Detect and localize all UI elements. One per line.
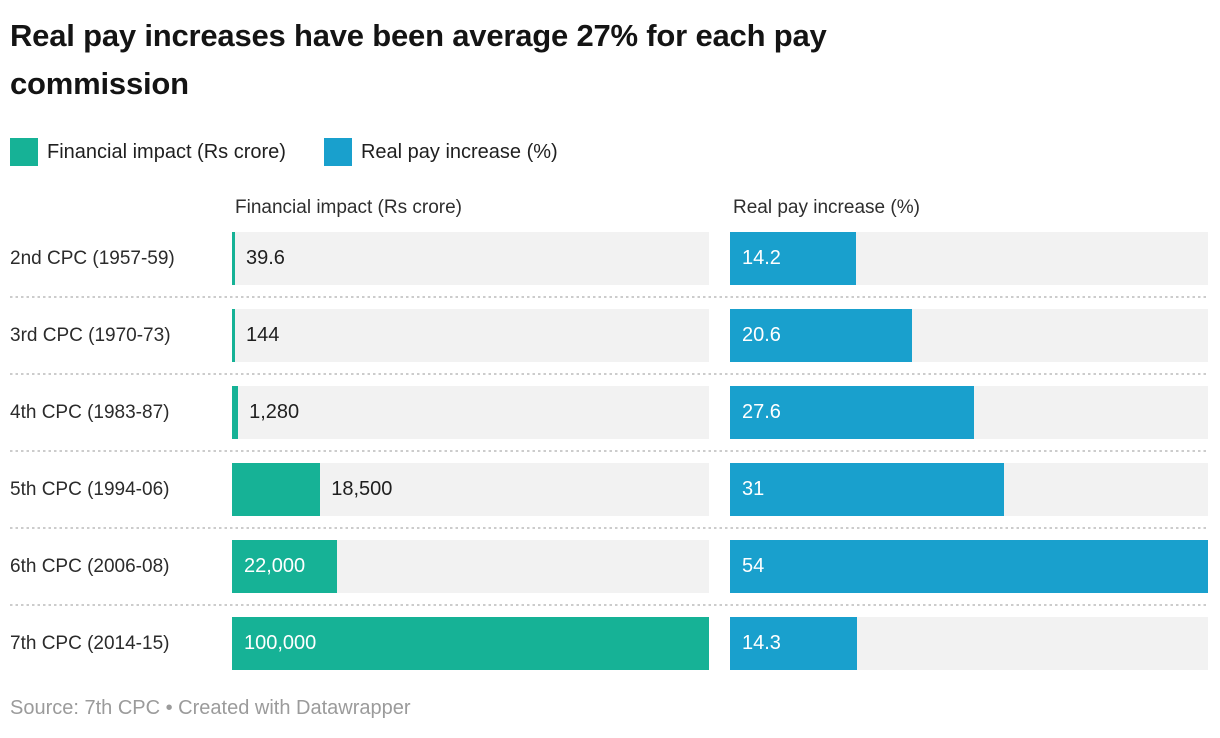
financial-impact-bar: 100,000 <box>232 617 709 670</box>
row-label: 4th CPC (1983-87) <box>10 401 170 423</box>
dotted-divider <box>10 373 1208 375</box>
row-label: 3rd CPC (1970-73) <box>10 324 171 346</box>
real-pay-increase-bar: 27.6 <box>730 386 975 439</box>
financial-impact-value-label: 100,000 <box>244 632 317 654</box>
real-pay-increase-track: 27.6 <box>730 386 1208 439</box>
rows-container: 2nd CPC (1957-59) 39.6 14.2 3rd CPC (1970-7… <box>0 232 1208 670</box>
table-row: 3rd CPC (1970-73) 144 20.6 <box>0 309 1208 362</box>
column-header-real-pay-increase: Real pay increase (%) <box>733 197 920 218</box>
real-pay-increase-value-label: 14.3 <box>742 632 781 654</box>
legend-item-financial-impact: Financial impact (Rs crore) <box>10 138 286 166</box>
financial-impact-bar <box>232 463 321 516</box>
financial-impact-value-label: 1,280 <box>249 401 300 423</box>
row-label: 2nd CPC (1957-59) <box>10 247 175 269</box>
column-header-financial-impact: Financial impact (Rs crore) <box>235 197 462 218</box>
dotted-divider <box>10 527 1208 529</box>
row-separator <box>0 516 1208 540</box>
real-pay-increase-track: 31 <box>730 463 1208 516</box>
real-pay-increase-track: 14.3 <box>730 617 1208 670</box>
financial-impact-track: 22,000 <box>232 540 709 593</box>
real-pay-increase-track: 14.2 <box>730 232 1208 285</box>
financial-impact-value-label: 39.6 <box>246 247 285 269</box>
dotted-divider <box>10 296 1208 298</box>
row-separator <box>0 285 1208 309</box>
legend-label: Real pay increase (%) <box>360 140 558 163</box>
financial-impact-value-label: 144 <box>246 324 280 346</box>
real-pay-increase-bar: 31 <box>730 463 1005 516</box>
legend: Financial impact (Rs crore) Real pay inc… <box>10 138 1208 166</box>
real-pay-increase-track: 20.6 <box>730 309 1208 362</box>
dotted-divider <box>10 604 1208 606</box>
title-line-2: commission <box>10 66 189 101</box>
financial-impact-track: 1,280 <box>232 386 709 439</box>
legend-label: Financial impact (Rs crore) <box>47 140 286 163</box>
financial-impact-bar <box>232 386 239 439</box>
dotted-divider <box>10 450 1208 452</box>
page-title: Real pay increases have been average 27%… <box>10 12 1208 108</box>
row-separator <box>0 362 1208 386</box>
real-pay-increase-bar: 54 <box>730 540 1208 593</box>
financial-impact-bar <box>232 232 235 285</box>
table-row: 5th CPC (1994-06) 18,500 31 <box>0 463 1208 516</box>
row-label: 7th CPC (2014-15) <box>10 632 170 654</box>
row-label: 5th CPC (1994-06) <box>10 478 170 500</box>
real-pay-increase-value-label: 31 <box>742 478 765 500</box>
row-separator <box>0 439 1208 463</box>
table-row: 7th CPC (2014-15) 100,000 14.3 <box>0 617 1208 670</box>
financial-impact-track: 144 <box>232 309 709 362</box>
real-pay-increase-bar: 20.6 <box>730 309 913 362</box>
real-pay-increase-swatch-icon <box>323 138 352 166</box>
source-line: Source: 7th CPC • Created with Datawrapp… <box>10 697 411 719</box>
real-pay-increase-value-label: 14.2 <box>742 247 781 269</box>
financial-impact-value-label: 18,500 <box>331 478 393 500</box>
financial-impact-track: 18,500 <box>232 463 709 516</box>
real-pay-increase-track: 54 <box>730 540 1208 593</box>
real-pay-increase-value-label: 54 <box>742 555 765 577</box>
financial-impact-bar <box>232 309 235 362</box>
row-label: 6th CPC (2006-08) <box>10 555 170 577</box>
financial-impact-track: 100,000 <box>232 617 709 670</box>
table-row: 4th CPC (1983-87) 1,280 27.6 <box>0 386 1208 439</box>
real-pay-increase-bar: 14.3 <box>730 617 857 670</box>
financial-impact-track: 39.6 <box>232 232 709 285</box>
column-headers: Financial impact (Rs crore) Real pay inc… <box>0 197 1208 219</box>
table-row: 6th CPC (2006-08) 22,000 54 <box>0 540 1208 593</box>
real-pay-increase-value-label: 27.6 <box>742 401 781 423</box>
title-line-1: Real pay increases have been average 27%… <box>10 18 827 53</box>
real-pay-increase-bar: 14.2 <box>730 232 856 285</box>
financial-impact-value-label: 22,000 <box>244 555 306 577</box>
financial-impact-bar: 22,000 <box>232 540 337 593</box>
table-row: 2nd CPC (1957-59) 39.6 14.2 <box>0 232 1208 285</box>
legend-item-real-pay-increase: Real pay increase (%) <box>323 138 558 166</box>
real-pay-increase-value-label: 20.6 <box>742 324 781 346</box>
financial-impact-swatch-icon <box>10 138 38 166</box>
row-separator <box>0 593 1208 617</box>
